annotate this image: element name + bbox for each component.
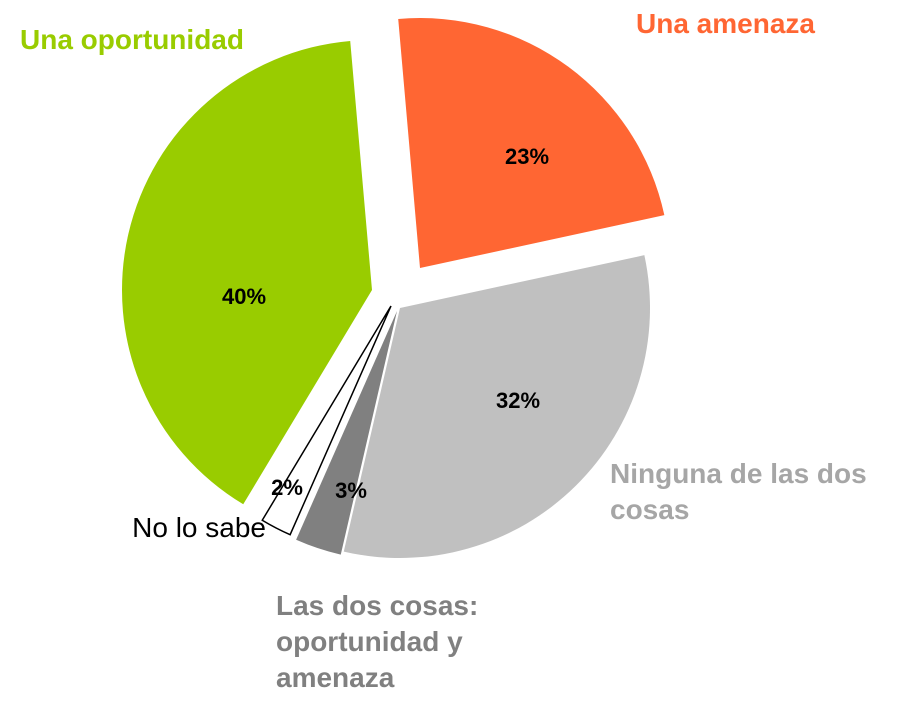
pie-slice bbox=[261, 305, 392, 536]
value-label: 40% bbox=[222, 284, 266, 309]
category-label: Las dos cosas: oportunidad y amenaza bbox=[276, 590, 479, 693]
pie-slice bbox=[398, 18, 665, 268]
value-label: 23% bbox=[505, 144, 549, 169]
value-label: 3% bbox=[335, 478, 367, 503]
category-label: No lo sabe bbox=[132, 512, 266, 543]
value-label: 2% bbox=[271, 475, 303, 500]
category-label: Ninguna de las dos cosas bbox=[610, 458, 867, 525]
pie-slice bbox=[121, 40, 372, 505]
category-label: Una oportunidad bbox=[20, 24, 244, 55]
value-label: 32% bbox=[496, 388, 540, 413]
category-label: Una amenaza bbox=[636, 8, 815, 39]
pie-slice bbox=[296, 311, 397, 555]
pie-slice bbox=[343, 255, 650, 559]
